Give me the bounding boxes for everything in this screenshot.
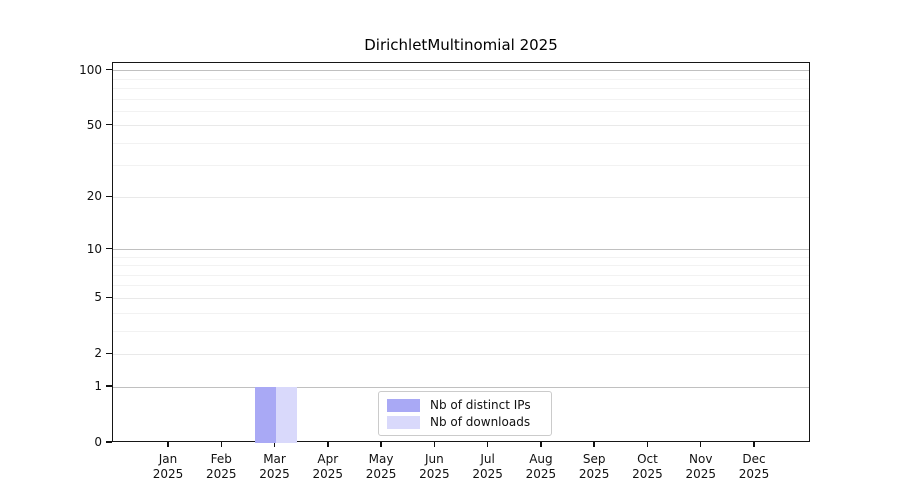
chart-title: DirichletMultinomial 2025 bbox=[364, 36, 558, 54]
gridline-minor-y60 bbox=[113, 110, 809, 112]
plot-area bbox=[112, 62, 810, 443]
gridline-minor-y9 bbox=[113, 256, 809, 258]
y-tick bbox=[106, 385, 112, 387]
gridline-y50 bbox=[113, 125, 809, 127]
y-tick-label: 2 bbox=[94, 346, 102, 361]
x-tick bbox=[753, 442, 755, 447]
gridline-minor-y90 bbox=[113, 78, 809, 80]
x-tick-label-month: Aug bbox=[529, 452, 553, 466]
x-tick-label-year: 2025 bbox=[632, 467, 663, 481]
y-tick-label: 5 bbox=[94, 290, 102, 305]
x-tick-label-year: 2025 bbox=[312, 467, 344, 481]
legend-label-distinct-ips: Nb of distinct IPs bbox=[430, 398, 531, 412]
y-tick bbox=[106, 195, 112, 198]
gridline-y100 bbox=[113, 70, 809, 72]
x-tick-label-month: Mar bbox=[263, 452, 286, 466]
y-tick-label: 20 bbox=[86, 189, 102, 204]
x-tick-label: May 2025 bbox=[346, 452, 416, 482]
x-tick-label-month: Sep bbox=[582, 452, 606, 466]
y-tick-label: 10 bbox=[86, 241, 102, 256]
y-tick bbox=[106, 124, 112, 126]
x-tick-label-year: 2025 bbox=[259, 467, 290, 481]
gridline-minor-y6 bbox=[113, 285, 809, 287]
x-tick-label-year: 2025 bbox=[205, 467, 237, 481]
gridline-minor-y7 bbox=[113, 274, 809, 276]
x-tick bbox=[646, 442, 649, 447]
x-tick-label-year: 2025 bbox=[152, 467, 184, 481]
gridline-minor-y8 bbox=[113, 265, 809, 267]
x-tick-label-month: Feb bbox=[210, 452, 232, 466]
gridline-y5 bbox=[113, 297, 809, 299]
gridline-minor-y3 bbox=[113, 330, 809, 332]
x-tick bbox=[273, 442, 276, 447]
x-tick-label: Dec 2025 bbox=[719, 452, 789, 482]
legend-swatch-distinct-ips bbox=[387, 398, 420, 412]
x-tick-label-month: Jul bbox=[480, 452, 495, 466]
x-tick-label: Jan 2025 bbox=[133, 452, 203, 482]
x-tick-label-year: 2025 bbox=[472, 467, 503, 481]
x-tick-label-month: May bbox=[368, 452, 394, 466]
x-tick-label-year: 2025 bbox=[365, 467, 397, 481]
gridline-minor-y40 bbox=[113, 142, 809, 144]
x-tick-label-year: 2025 bbox=[578, 467, 610, 481]
x-tick-label-month: Nov bbox=[689, 452, 713, 466]
x-tick-label: Mar 2025 bbox=[240, 452, 310, 482]
x-tick bbox=[380, 442, 382, 447]
legend: Nb of distinct IPs Nb of downloads bbox=[378, 391, 552, 436]
x-tick-label: Jun 2025 bbox=[399, 452, 469, 482]
x-tick bbox=[700, 442, 702, 447]
y-tick bbox=[106, 68, 112, 71]
x-tick-label-year: 2025 bbox=[419, 467, 450, 481]
x-tick-label: Jul 2025 bbox=[453, 452, 523, 482]
x-tick-label-month: Apr bbox=[317, 452, 339, 466]
x-tick-label: Feb 2025 bbox=[186, 452, 256, 482]
x-tick-label-year: 2025 bbox=[525, 467, 557, 481]
x-tick bbox=[327, 442, 329, 447]
x-tick-label-month: Oct bbox=[637, 452, 658, 466]
x-tick-label-month: Jan bbox=[158, 452, 178, 466]
gridline-y2 bbox=[113, 353, 809, 355]
x-tick-label-year: 2025 bbox=[738, 467, 770, 481]
x-tick-label-month: Dec bbox=[742, 452, 766, 466]
y-tick bbox=[106, 296, 112, 299]
x-tick bbox=[220, 442, 222, 447]
y-tick bbox=[106, 247, 112, 250]
gridline-y1 bbox=[113, 386, 809, 388]
x-tick-label: Nov 2025 bbox=[666, 452, 736, 482]
x-tick-label: Aug 2025 bbox=[506, 452, 576, 482]
y-tick-label: 0 bbox=[94, 435, 102, 449]
bar-distinct-ips bbox=[254, 387, 276, 443]
x-tick bbox=[486, 442, 489, 447]
x-tick bbox=[433, 442, 436, 447]
gridline-minor-y70 bbox=[113, 98, 809, 100]
y-tick-label: 100 bbox=[79, 62, 102, 77]
y-tick bbox=[106, 441, 112, 443]
legend-row-downloads: Nb of downloads bbox=[387, 415, 543, 429]
gridline-y20 bbox=[113, 196, 809, 198]
gridline-minor-y4 bbox=[113, 312, 809, 314]
x-tick-label: Oct 2025 bbox=[612, 452, 682, 482]
y-tick-label: 50 bbox=[86, 117, 102, 132]
bar-downloads bbox=[275, 387, 297, 443]
x-tick-label-year: 2025 bbox=[685, 467, 716, 481]
x-tick bbox=[593, 442, 595, 447]
x-tick-label-month: Jun bbox=[424, 452, 444, 466]
gridline-minor-y30 bbox=[113, 165, 809, 167]
gridline-minor-y80 bbox=[113, 87, 809, 89]
legend-label-downloads: Nb of downloads bbox=[430, 415, 531, 429]
x-tick bbox=[167, 442, 169, 447]
gridline-y10 bbox=[113, 249, 809, 251]
legend-swatch-downloads bbox=[387, 415, 420, 429]
x-tick bbox=[540, 442, 542, 447]
x-tick-label: Apr 2025 bbox=[293, 452, 363, 482]
y-tick-label: 1 bbox=[94, 379, 102, 394]
legend-row-distinct-ips: Nb of distinct IPs bbox=[387, 398, 543, 412]
y-tick bbox=[106, 352, 112, 355]
x-tick-label: Sep 2025 bbox=[559, 452, 629, 482]
